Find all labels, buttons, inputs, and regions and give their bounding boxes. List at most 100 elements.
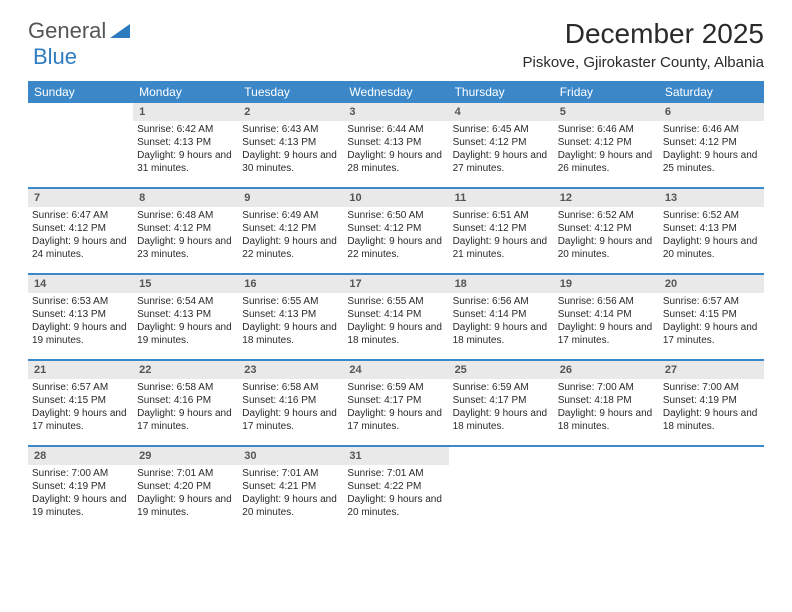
- sunrise-label: Sunrise: 6:58 AM: [137, 381, 234, 394]
- sunset-label: Sunset: 4:14 PM: [558, 308, 655, 321]
- sunrise-label: Sunrise: 6:57 AM: [663, 295, 760, 308]
- sunset-label: Sunset: 4:12 PM: [347, 222, 444, 235]
- day-number: 19: [554, 275, 659, 293]
- daylight-label: Daylight: 9 hours and 18 minutes.: [347, 321, 444, 347]
- sunrise-label: Sunrise: 6:52 AM: [558, 209, 655, 222]
- logo-text-blue: Blue: [33, 44, 77, 69]
- sunrise-label: Sunrise: 6:58 AM: [242, 381, 339, 394]
- day-number: 5: [554, 103, 659, 121]
- sunset-label: Sunset: 4:17 PM: [453, 394, 550, 407]
- calendar-day: 10 Sunrise: 6:50 AMSunset: 4:12 PMDayligh…: [343, 189, 448, 273]
- sunrise-label: Sunrise: 6:50 AM: [347, 209, 444, 222]
- daylight-label: Daylight: 9 hours and 17 minutes.: [137, 407, 234, 433]
- day-body: Sunrise: 7:00 AMSunset: 4:18 PMDaylight:…: [554, 381, 659, 437]
- logo-blue-text-row: Blue: [33, 44, 77, 70]
- day-number: 10: [343, 189, 448, 207]
- daylight-label: Daylight: 9 hours and 24 minutes.: [32, 235, 129, 261]
- title-block: December 2025 Piskove, Gjirokaster Count…: [522, 18, 764, 71]
- calendar-day: 6Sunrise: 6:46 AMSunset: 4:12 PMDaylight…: [659, 103, 764, 187]
- calendar-day: 31 Sunrise: 7:01 AMSunset: 4:22 PMDayligh…: [343, 447, 448, 533]
- day-body: Sunrise: 6:59 AMSunset: 4:17 PMDaylight:…: [343, 381, 448, 437]
- day-body: Sunrise: 6:52 AMSunset: 4:13 PMDaylight:…: [659, 209, 764, 265]
- calendar-day: 3Sunrise: 6:44 AMSunset: 4:13 PMDaylight…: [343, 103, 448, 187]
- calendar-day: 8 Sunrise: 6:48 AMSunset: 4:12 PMDaylight…: [133, 189, 238, 273]
- sunset-label: Sunset: 4:15 PM: [663, 308, 760, 321]
- daylight-label: Daylight: 9 hours and 23 minutes.: [137, 235, 234, 261]
- sunrise-label: Sunrise: 6:54 AM: [137, 295, 234, 308]
- sunset-label: Sunset: 4:14 PM: [453, 308, 550, 321]
- daylight-label: Daylight: 9 hours and 20 minutes.: [347, 493, 444, 519]
- day-number: 20: [659, 275, 764, 293]
- day-body: Sunrise: 6:52 AMSunset: 4:12 PMDaylight:…: [554, 209, 659, 265]
- daylight-label: Daylight: 9 hours and 18 minutes.: [453, 321, 550, 347]
- day-body: Sunrise: 7:01 AMSunset: 4:22 PMDaylight:…: [343, 467, 448, 523]
- calendar-day: 5Sunrise: 6:46 AMSunset: 4:12 PMDaylight…: [554, 103, 659, 187]
- sunset-label: Sunset: 4:16 PM: [137, 394, 234, 407]
- daylight-label: Daylight: 9 hours and 17 minutes.: [663, 321, 760, 347]
- sunset-label: Sunset: 4:12 PM: [137, 222, 234, 235]
- day-number: 31: [343, 447, 448, 465]
- day-body: Sunrise: 7:00 AMSunset: 4:19 PMDaylight:…: [28, 467, 133, 523]
- day-number: 17: [343, 275, 448, 293]
- day-number: 21: [28, 361, 133, 379]
- sunset-label: Sunset: 4:15 PM: [32, 394, 129, 407]
- day-number: 15: [133, 275, 238, 293]
- calendar-day: 25Sunrise: 6:59 AMSunset: 4:17 PMDayligh…: [449, 361, 554, 445]
- sunrise-label: Sunrise: 6:57 AM: [32, 381, 129, 394]
- calendar-day: 29Sunrise: 7:01 AMSunset: 4:20 PMDayligh…: [133, 447, 238, 533]
- calendar-day: 22Sunrise: 6:58 AMSunset: 4:16 PMDayligh…: [133, 361, 238, 445]
- sunrise-label: Sunrise: 7:01 AM: [347, 467, 444, 480]
- daylight-label: Daylight: 9 hours and 31 minutes.: [137, 149, 234, 175]
- daylight-label: Daylight: 9 hours and 19 minutes.: [32, 493, 129, 519]
- weeks-container: 1 Sunrise: 6:42 AMSunset: 4:13 PMDaylight…: [28, 103, 764, 533]
- day-number: 1: [133, 103, 238, 121]
- day-body: Sunrise: 6:50 AMSunset: 4:12 PMDaylight:…: [343, 209, 448, 265]
- sunset-label: Sunset: 4:13 PM: [242, 308, 339, 321]
- day-body: Sunrise: 6:59 AMSunset: 4:17 PMDaylight:…: [449, 381, 554, 437]
- calendar: Sunday Monday Tuesday Wednesday Thursday…: [0, 77, 792, 533]
- daylight-label: Daylight: 9 hours and 19 minutes.: [32, 321, 129, 347]
- daylight-label: Daylight: 9 hours and 17 minutes.: [32, 407, 129, 433]
- day-number: 27: [659, 361, 764, 379]
- sunset-label: Sunset: 4:12 PM: [242, 222, 339, 235]
- day-body: Sunrise: 6:42 AMSunset: 4:13 PMDaylight:…: [133, 123, 238, 179]
- sunrise-label: Sunrise: 6:59 AM: [453, 381, 550, 394]
- daylight-label: Daylight: 9 hours and 19 minutes.: [137, 321, 234, 347]
- sunrise-label: Sunrise: 6:56 AM: [453, 295, 550, 308]
- calendar-day: 24 Sunrise: 6:59 AMSunset: 4:17 PMDayligh…: [343, 361, 448, 445]
- day-body: Sunrise: 6:43 AMSunset: 4:13 PMDaylight:…: [238, 123, 343, 179]
- sunset-label: Sunset: 4:20 PM: [137, 480, 234, 493]
- day-number: 24: [343, 361, 448, 379]
- sunrise-label: Sunrise: 6:55 AM: [242, 295, 339, 308]
- sunrise-label: Sunrise: 6:56 AM: [558, 295, 655, 308]
- day-body: Sunrise: 6:47 AMSunset: 4:12 PMDaylight:…: [28, 209, 133, 265]
- page-title: December 2025: [522, 18, 764, 50]
- day-body: Sunrise: 6:58 AMSunset: 4:16 PMDaylight:…: [238, 381, 343, 437]
- sunset-label: Sunset: 4:13 PM: [663, 222, 760, 235]
- sunrise-label: Sunrise: 7:00 AM: [32, 467, 129, 480]
- weekday-tuesday: Tuesday: [238, 81, 343, 103]
- day-number: 8: [133, 189, 238, 207]
- sunrise-label: Sunrise: 6:48 AM: [137, 209, 234, 222]
- sunset-label: Sunset: 4:12 PM: [558, 222, 655, 235]
- sunset-label: Sunset: 4:21 PM: [242, 480, 339, 493]
- calendar-day: 26 Sunrise: 7:00 AMSunset: 4:18 PMDayligh…: [554, 361, 659, 445]
- calendar-week: 1 Sunrise: 6:42 AMSunset: 4:13 PMDaylight…: [28, 103, 764, 189]
- daylight-label: Daylight: 9 hours and 18 minutes.: [663, 407, 760, 433]
- weekday-monday: Monday: [133, 81, 238, 103]
- sunset-label: Sunset: 4:18 PM: [558, 394, 655, 407]
- day-number: 26: [554, 361, 659, 379]
- calendar-day: 2 Sunrise: 6:43 AMSunset: 4:13 PMDaylight…: [238, 103, 343, 187]
- calendar-day: 21 Sunrise: 6:57 AMSunset: 4:15 PMDayligh…: [28, 361, 133, 445]
- day-body: Sunrise: 7:01 AMSunset: 4:21 PMDaylight:…: [238, 467, 343, 523]
- sunrise-label: Sunrise: 7:00 AM: [663, 381, 760, 394]
- calendar-day: 9Sunrise: 6:49 AMSunset: 4:12 PMDaylight…: [238, 189, 343, 273]
- sunrise-label: Sunrise: 6:52 AM: [663, 209, 760, 222]
- calendar-day: 17Sunrise: 6:55 AMSunset: 4:14 PMDayligh…: [343, 275, 448, 359]
- weekday-saturday: Saturday: [659, 81, 764, 103]
- day-number: 2: [238, 103, 343, 121]
- day-number: 9: [238, 189, 343, 207]
- sunset-label: Sunset: 4:17 PM: [347, 394, 444, 407]
- sunrise-label: Sunrise: 6:43 AM: [242, 123, 339, 136]
- day-number: 29: [133, 447, 238, 465]
